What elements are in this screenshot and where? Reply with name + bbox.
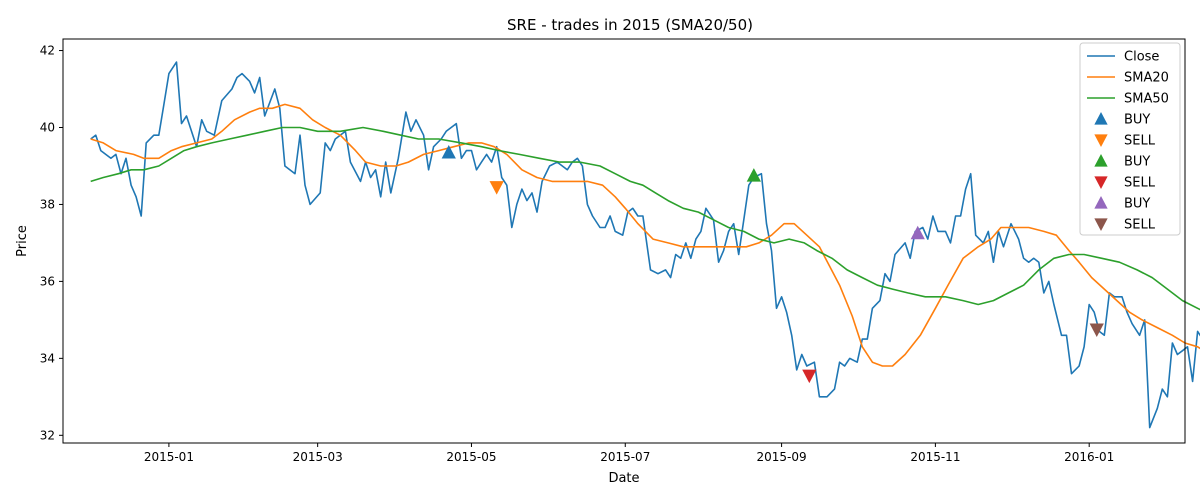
series-line-sma20 <box>90 103 1200 367</box>
plot-frame <box>62 38 1186 444</box>
legend-swatch-sell <box>1094 134 1108 147</box>
legend-label: SELL <box>1124 176 1156 191</box>
marker-layer <box>441 145 1104 384</box>
legend-label: SMA50 <box>1124 92 1169 107</box>
trade-marker-buy-3 <box>746 168 761 182</box>
series-line-close <box>90 61 1200 429</box>
x-tick-label: 2015-01 <box>144 450 194 464</box>
plot-area <box>63 39 1185 443</box>
series-line-sma50 <box>90 126 1200 311</box>
legend-label: BUY <box>1124 197 1150 212</box>
legend-label: SELL <box>1124 134 1156 149</box>
legend-label: SMA20 <box>1124 71 1169 86</box>
trade-marker-sell-2 <box>489 181 504 195</box>
trade-marker-sell-6 <box>1089 323 1104 337</box>
chart-title: SRE - trades in 2015 (SMA20/50) <box>507 16 753 34</box>
legend-box <box>1079 42 1181 236</box>
legend-label: BUY <box>1124 113 1150 128</box>
x-tick-label: 2015-03 <box>293 450 343 464</box>
legend: Close SMA20 SMA50 BUY SELL BUY SELL BUY SELL <box>1079 42 1181 236</box>
x-tick-label: 2015-11 <box>910 450 960 464</box>
y-tick-label: 42 <box>40 44 55 58</box>
legend-swatch-sell <box>1094 176 1108 189</box>
legend-swatch-buy <box>1094 196 1108 209</box>
legend-swatch-buy <box>1094 154 1108 167</box>
legend-label: BUY <box>1124 155 1150 170</box>
trade-marker-buy-1 <box>441 145 456 159</box>
y-tick-label: 40 <box>40 120 55 134</box>
y-tick-label: 32 <box>40 428 55 442</box>
x-tick-label: 2015-09 <box>757 450 807 464</box>
y-tick-label: 38 <box>40 197 55 211</box>
x-tick-label: 2015-05 <box>446 450 496 464</box>
trade-marker-buy-5 <box>910 225 925 240</box>
legend-label: SELL <box>1124 218 1156 233</box>
trade-marker-sell-4 <box>802 369 817 384</box>
x-tick-label: 2016-01 <box>1064 450 1114 464</box>
x-tick-label: 2015-07 <box>600 450 650 464</box>
y-axis-label: Price <box>15 225 30 257</box>
legend-swatch-buy <box>1094 112 1108 125</box>
legend-swatch-sell <box>1094 218 1108 231</box>
x-axis: 2015-01 2015-03 2015-05 2015-07 2015-09 2015-… <box>144 443 1114 464</box>
x-axis-label: Date <box>608 471 639 486</box>
y-tick-label: 34 <box>40 351 55 365</box>
y-tick-label: 36 <box>40 274 55 288</box>
legend-label: Close <box>1124 50 1159 65</box>
y-axis: 32 34 36 38 40 42 <box>40 44 63 442</box>
series-layer <box>90 61 1200 429</box>
